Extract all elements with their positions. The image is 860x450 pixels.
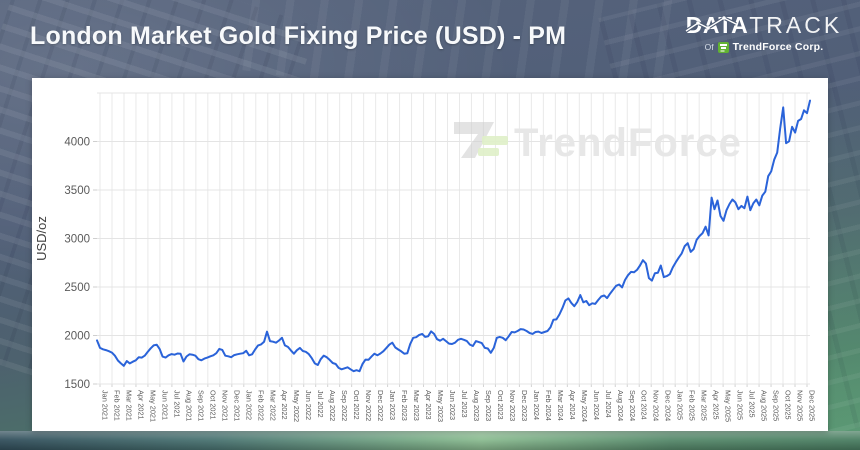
x-tick-label: Feb 2024 [544, 390, 553, 421]
x-tick-label: Jul 2023 [460, 390, 469, 418]
x-tick-label: May 2025 [724, 390, 733, 422]
x-tick-label: Feb 2022 [256, 390, 265, 421]
x-tick-label: Apr 2025 [712, 390, 721, 420]
y-tick-label: 4000 [64, 137, 90, 149]
x-tick-label: Sep 2022 [340, 390, 349, 421]
logo-subline: Of TrendForce Corp. [684, 41, 844, 53]
x-tick-label: Oct 2024 [640, 390, 649, 420]
x-axis-labels: Jan 2021 Feb 2021 Mar 2021 Apr 2021 May 2021… [101, 390, 817, 422]
x-tick-label: Apr 2023 [424, 390, 433, 420]
header: London Market Gold Fixing Price (USD) - … [0, 0, 860, 78]
x-tick-label: Jun 2021 [160, 390, 169, 420]
logo-of-text: Of [704, 42, 714, 52]
x-tick-label: Jan 2025 [676, 390, 685, 420]
x-tick-label: Nov 2022 [364, 390, 373, 421]
gold-price-line-chart: Jan 2021 Feb 2021 Mar 2021 Apr 2021 May 2021… [34, 92, 817, 422]
y-tick-label: 3500 [64, 185, 90, 197]
x-tick-label: May 2021 [148, 390, 157, 422]
x-tick-label: Jul 2022 [316, 390, 325, 418]
x-tick-label: Jun 2024 [592, 390, 601, 420]
x-tick-label: Feb 2025 [688, 390, 697, 421]
x-tick-label: Jan 2024 [532, 390, 541, 420]
datatrack-logo-light: TRACK [749, 12, 843, 38]
x-tick-label: Jan 2021 [101, 390, 110, 420]
y-axis-labels: 1500 2000 2500 3000 3500 4000 [64, 137, 90, 392]
x-tick-label: Jan 2023 [388, 390, 397, 420]
x-tick-label: Apr 2024 [568, 390, 577, 420]
y-axis-title: USD/oz [34, 216, 49, 261]
x-tick-label: Nov 2021 [220, 390, 229, 421]
x-tick-label: Aug 2024 [616, 390, 625, 421]
x-tick-label: Apr 2021 [136, 390, 145, 420]
x-tick-label: Nov 2025 [796, 390, 805, 421]
trendforce-watermark: TrendForce [454, 121, 742, 165]
trendforce-corp-text: TrendForce Corp. [732, 41, 824, 53]
x-tick-label: Oct 2023 [496, 390, 505, 420]
x-tick-label: Mar 2021 [124, 390, 133, 421]
x-tick-label: Feb 2023 [400, 390, 409, 421]
x-tick-label: Jun 2022 [304, 390, 313, 420]
y-tick-label: 2500 [64, 282, 90, 294]
x-tick-label: Dec 2025 [808, 390, 817, 421]
x-tick-label: Feb 2021 [112, 390, 121, 421]
x-tick-label: Dec 2021 [232, 390, 241, 421]
x-tick-label: Jul 2024 [604, 390, 613, 418]
bottom-accent-strip [0, 431, 860, 450]
datatrack-logo: DATA TRACK Of TrendForce Corp. [684, 14, 844, 53]
x-tick-label: Jul 2021 [172, 390, 181, 418]
x-tick-label: Sep 2024 [628, 390, 637, 421]
x-tick-label: Jun 2023 [448, 390, 457, 420]
x-tick-label: Nov 2024 [652, 390, 661, 421]
y-tick-label: 1500 [64, 379, 90, 391]
x-tick-label: May 2023 [436, 390, 445, 422]
price-line-series [96, 99, 811, 373]
x-tick-label: May 2024 [580, 390, 589, 422]
x-tick-label: Aug 2021 [184, 390, 193, 421]
x-tick-label: Sep 2023 [484, 390, 493, 421]
x-tick-label: Aug 2022 [328, 390, 337, 421]
x-tick-label: Oct 2022 [352, 390, 361, 420]
chart-panel: Jan 2021 Feb 2021 Mar 2021 Apr 2021 May 2021… [32, 78, 828, 431]
x-tick-label: Jan 2022 [244, 390, 253, 420]
x-tick-label: Mar 2022 [268, 390, 277, 421]
datatrack-logo-bold: DATA [684, 12, 749, 38]
x-tick-label: Oct 2025 [784, 390, 793, 420]
x-tick-label: Dec 2024 [664, 390, 673, 421]
x-tick-label: Apr 2022 [280, 390, 289, 420]
x-tick-label: Mar 2023 [412, 390, 421, 421]
y-tick-label: 2000 [64, 331, 90, 343]
y-tick-label: 3000 [64, 234, 90, 246]
page-title: London Market Gold Fixing Price (USD) - … [30, 22, 567, 50]
x-tick-label: Jul 2025 [748, 390, 757, 418]
x-tick-label: Nov 2023 [508, 390, 517, 421]
x-tick-label: May 2022 [292, 390, 301, 422]
x-tick-label: Aug 2023 [472, 390, 481, 421]
x-tick-label: Sep 2025 [772, 390, 781, 421]
x-tick-label: Sep 2021 [196, 390, 205, 421]
x-tick-label: Dec 2023 [520, 390, 529, 421]
x-tick-label: Mar 2024 [556, 390, 565, 421]
x-tick-label: Oct 2021 [208, 390, 217, 420]
trendforce-icon [717, 41, 729, 53]
datatrack-wordmark: DATA TRACK [684, 14, 844, 37]
x-tick-label: Aug 2025 [760, 390, 769, 421]
x-tick-label: Mar 2025 [700, 390, 709, 421]
x-tick-label: Jun 2025 [736, 390, 745, 420]
watermark-text: TrendForce [514, 121, 742, 165]
x-tick-label: Dec 2022 [376, 390, 385, 421]
